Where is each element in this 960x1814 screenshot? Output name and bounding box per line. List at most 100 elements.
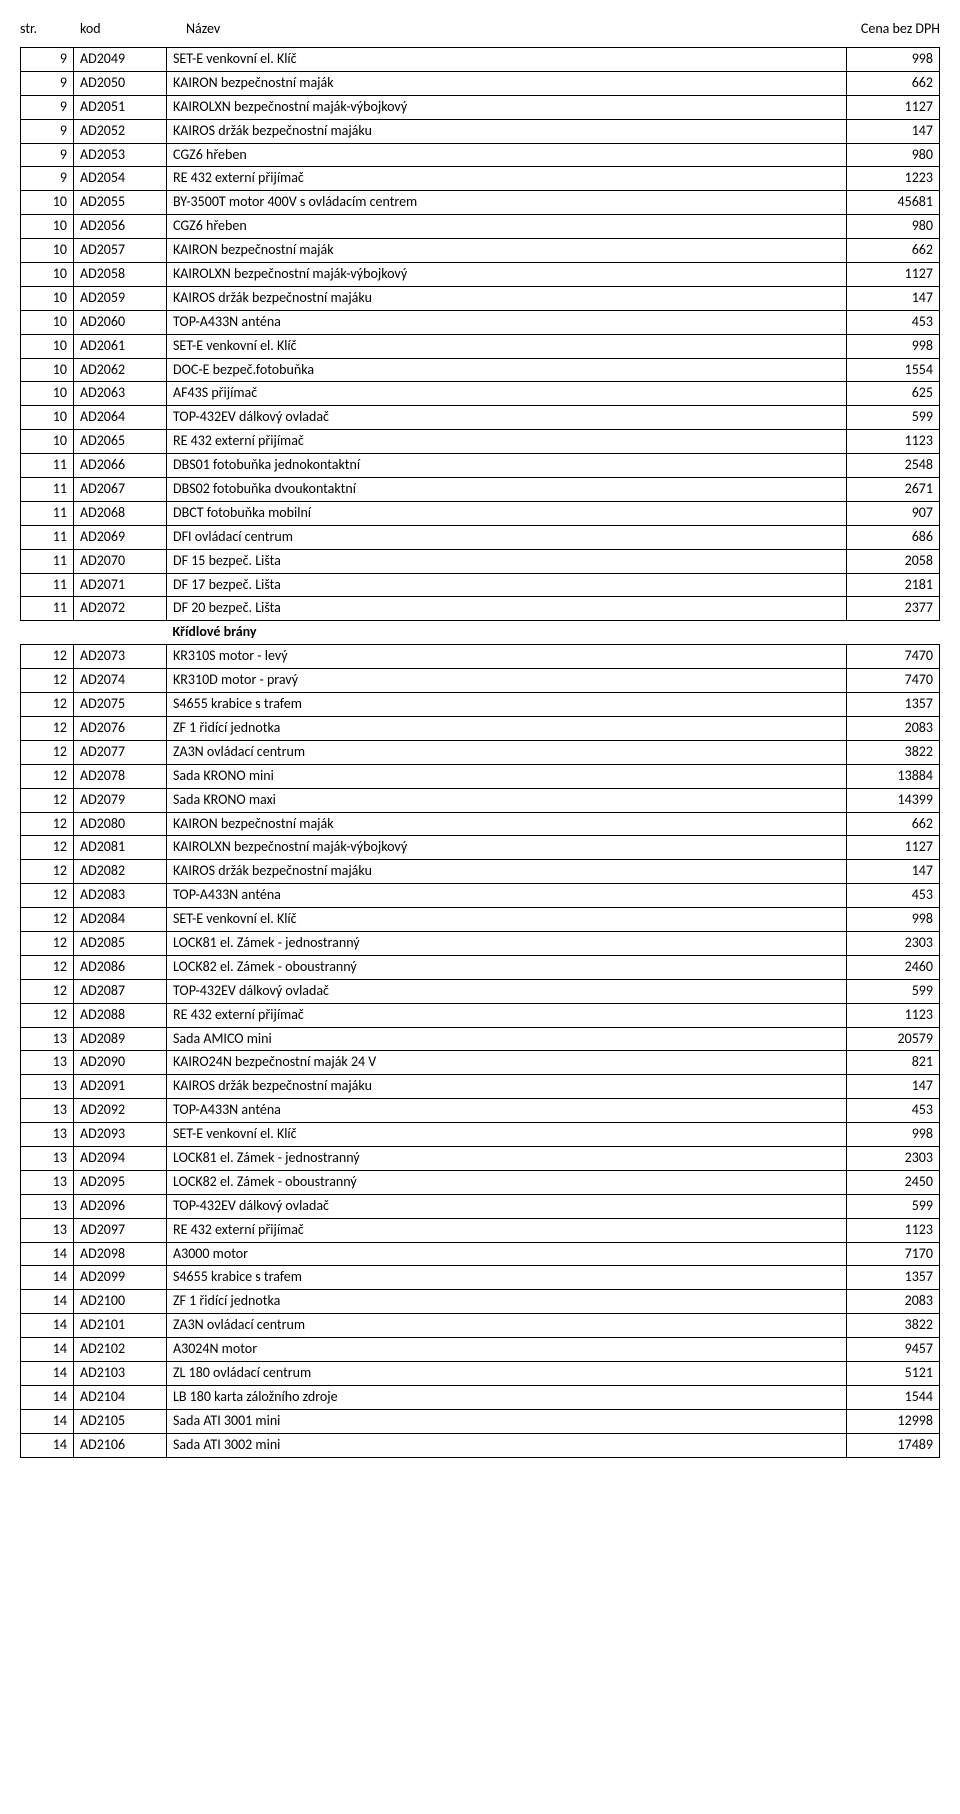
table-row: 12AD2086LOCK82 el. Zámek - oboustranný24… <box>21 955 940 979</box>
cell-kod: AD2083 <box>74 884 167 908</box>
cell-kod: AD2071 <box>74 573 167 597</box>
table-row: 10AD2055BY-3500T motor 400V s ovládacím … <box>21 191 940 215</box>
table-row: 13AD2089Sada AMICO mini20579 <box>21 1027 940 1051</box>
cell-nazev: DF 20 bezpeč. Lišta <box>167 597 847 621</box>
cell-nazev: RE 432 externí přijímač <box>167 1003 847 1027</box>
cell-kod: AD2080 <box>74 812 167 836</box>
cell-cena: 662 <box>847 239 940 263</box>
cell-kod: AD2077 <box>74 740 167 764</box>
cell-cena: 599 <box>847 406 940 430</box>
table-row: 14AD2101ZA3N ovládací centrum3822 <box>21 1314 940 1338</box>
cell-kod: AD2078 <box>74 764 167 788</box>
cell-str: 10 <box>21 382 74 406</box>
cell-cena: 1357 <box>847 1266 940 1290</box>
cell-nazev: CGZ6 hřeben <box>167 143 847 167</box>
header-cena: Cena bez DPH <box>800 20 940 37</box>
cell-kod: AD2075 <box>74 693 167 717</box>
cell-kod: AD2084 <box>74 908 167 932</box>
cell-kod: AD2097 <box>74 1218 167 1242</box>
cell-str: 10 <box>21 430 74 454</box>
cell-str: 13 <box>21 1194 74 1218</box>
cell-str: 11 <box>21 573 74 597</box>
cell-nazev: ZF 1 řidící jednotka <box>167 716 847 740</box>
cell-str: 11 <box>21 478 74 502</box>
table-row: 14AD2105Sada ATI 3001 mini12998 <box>21 1409 940 1433</box>
cell-str: 14 <box>21 1266 74 1290</box>
cell-nazev: KAIROS držák bezpečnostní majáku <box>167 119 847 143</box>
cell-nazev: LOCK81 el. Zámek - jednostranný <box>167 931 847 955</box>
cell-kod: AD2106 <box>74 1433 167 1457</box>
cell-str: 12 <box>21 884 74 908</box>
table-row: 10AD2064TOP-432EV dálkový ovladač599 <box>21 406 940 430</box>
table-row: 12AD2080KAIRON bezpečnostní maják662 <box>21 812 940 836</box>
cell-kod: AD2079 <box>74 788 167 812</box>
section-spacer <box>21 621 74 645</box>
cell-kod: AD2057 <box>74 239 167 263</box>
cell-cena: 2303 <box>847 931 940 955</box>
table-row: 11AD2066DBS01 fotobuňka jednokontaktní25… <box>21 454 940 478</box>
cell-kod: AD2059 <box>74 286 167 310</box>
cell-str: 12 <box>21 955 74 979</box>
table-row: 10AD2057KAIRON bezpečnostní maják662 <box>21 239 940 263</box>
cell-cena: 625 <box>847 382 940 406</box>
cell-cena: 980 <box>847 143 940 167</box>
cell-cena: 599 <box>847 1194 940 1218</box>
cell-kod: AD2098 <box>74 1242 167 1266</box>
cell-nazev: LOCK81 el. Zámek - jednostranný <box>167 1146 847 1170</box>
cell-cena: 1127 <box>847 836 940 860</box>
cell-cena: 1357 <box>847 693 940 717</box>
cell-str: 13 <box>21 1027 74 1051</box>
cell-str: 14 <box>21 1338 74 1362</box>
cell-nazev: DBS02 fotobuňka dvoukontaktní <box>167 478 847 502</box>
cell-cena: 1554 <box>847 358 940 382</box>
table-row: 11AD2071DF 17 bezpeč. Lišta2181 <box>21 573 940 597</box>
cell-cena: 1544 <box>847 1385 940 1409</box>
cell-cena: 453 <box>847 1099 940 1123</box>
cell-cena: 1223 <box>847 167 940 191</box>
cell-str: 10 <box>21 310 74 334</box>
table-row: 10AD2063AF43S přijímač625 <box>21 382 940 406</box>
cell-str: 13 <box>21 1123 74 1147</box>
cell-nazev: KAIRO24N bezpečnostní maják 24 V <box>167 1051 847 1075</box>
table-row: 13AD2092TOP-A433N anténa453 <box>21 1099 940 1123</box>
cell-str: 11 <box>21 501 74 525</box>
header-str: str. <box>20 20 60 37</box>
cell-kod: AD2062 <box>74 358 167 382</box>
cell-nazev: S4655 krabice s trafem <box>167 1266 847 1290</box>
cell-cena: 7470 <box>847 645 940 669</box>
cell-str: 10 <box>21 286 74 310</box>
cell-nazev: KAIROLXN bezpečnostní maják-výbojkový <box>167 836 847 860</box>
cell-cena: 453 <box>847 884 940 908</box>
cell-cena: 2377 <box>847 597 940 621</box>
cell-nazev: BY-3500T motor 400V s ovládacím centrem <box>167 191 847 215</box>
cell-str: 11 <box>21 549 74 573</box>
cell-str: 10 <box>21 239 74 263</box>
table-row: 12AD2077ZA3N ovládací centrum3822 <box>21 740 940 764</box>
cell-nazev: LOCK82 el. Zámek - oboustranný <box>167 955 847 979</box>
cell-cena: 2303 <box>847 1146 940 1170</box>
cell-kod: AD2096 <box>74 1194 167 1218</box>
table-row: 10AD2058KAIROLXN bezpečnostní maják-výbo… <box>21 263 940 287</box>
cell-nazev: ZL 180 ovládací centrum <box>167 1361 847 1385</box>
cell-cena: 2083 <box>847 1290 940 1314</box>
table-row: 14AD2104LB 180 karta záložního zdroje154… <box>21 1385 940 1409</box>
cell-nazev: RE 432 externí přijímač <box>167 167 847 191</box>
cell-nazev: DBS01 fotobuňka jednokontaktní <box>167 454 847 478</box>
cell-kod: AD2072 <box>74 597 167 621</box>
cell-nazev: DBCT fotobuňka mobilní <box>167 501 847 525</box>
section-spacer <box>74 621 167 645</box>
cell-cena: 2058 <box>847 549 940 573</box>
cell-str: 12 <box>21 908 74 932</box>
section-title: Křídlové brány <box>167 621 847 645</box>
table-row: 9AD2054RE 432 externí přijímač1223 <box>21 167 940 191</box>
cell-nazev: Sada AMICO mini <box>167 1027 847 1051</box>
table-row: 12AD2087TOP-432EV dálkový ovladač599 <box>21 979 940 1003</box>
cell-str: 13 <box>21 1218 74 1242</box>
cell-cena: 45681 <box>847 191 940 215</box>
cell-cena: 1127 <box>847 95 940 119</box>
cell-cena: 5121 <box>847 1361 940 1385</box>
cell-kod: AD2066 <box>74 454 167 478</box>
table-row: 10AD2056CGZ6 hřeben980 <box>21 215 940 239</box>
table-row: 14AD2102A3024N motor9457 <box>21 1338 940 1362</box>
cell-str: 13 <box>21 1051 74 1075</box>
